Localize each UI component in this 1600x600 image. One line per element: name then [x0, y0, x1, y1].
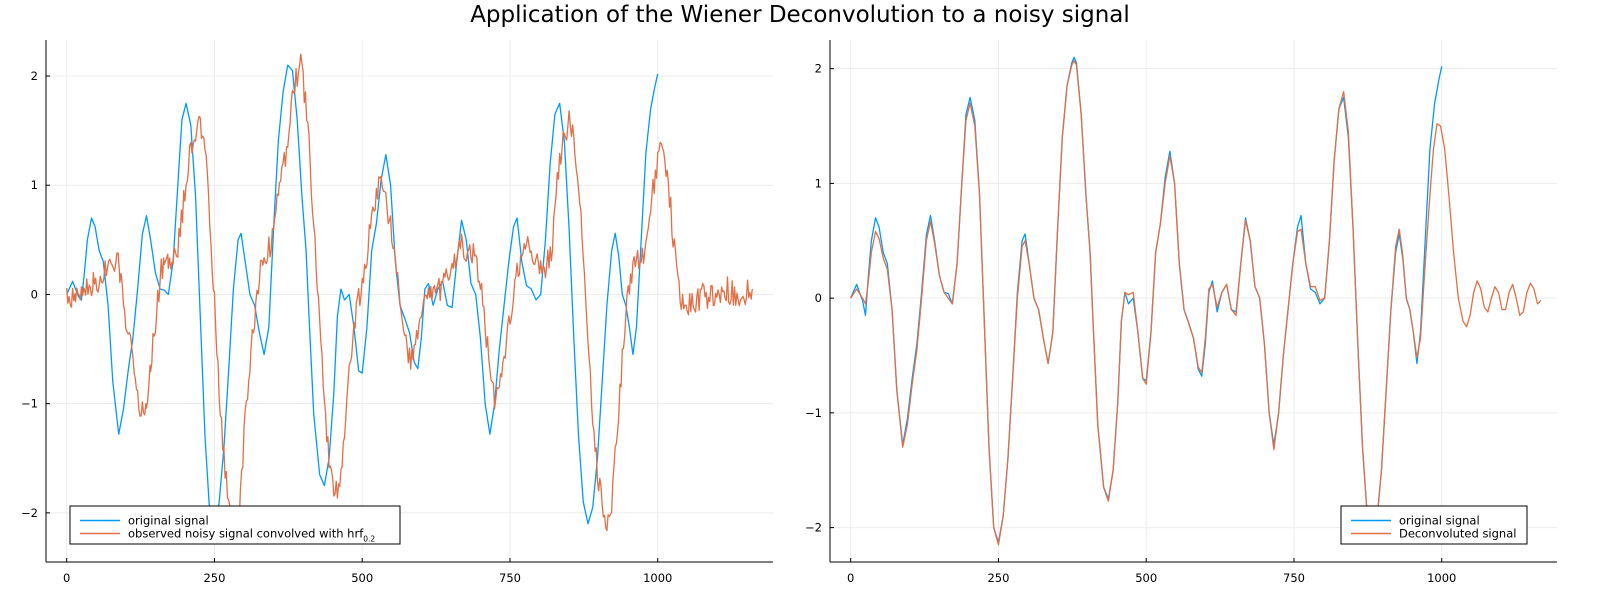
- series-line-1: [66, 53, 753, 540]
- right-subplot: 0 250 500 750 1000 −2 −1 0 1 2 original signalDeco…: [805, 40, 1557, 585]
- y-tick-label: 2: [815, 62, 822, 76]
- legend-box: [69, 505, 401, 545]
- y-tick-label: −1: [21, 397, 38, 411]
- x-tick-label: 500: [351, 571, 373, 585]
- x-tick-label: 750: [1283, 571, 1305, 585]
- y-tick-label: 1: [31, 178, 38, 192]
- figure-title: Application of the Wiener Deconvolution …: [470, 2, 1130, 28]
- legend-label: original signal: [1399, 514, 1480, 528]
- y-tick-label: 2: [31, 69, 38, 83]
- legend-box: [1340, 505, 1528, 545]
- left-subplot: 0 250 500 750 1000 −2 −1 0 1 2 original signalobse…: [21, 40, 773, 585]
- legend-label-subscript: 0.2: [363, 535, 375, 544]
- y-tick-label: −1: [805, 406, 822, 420]
- y-tick-label: −2: [21, 506, 38, 520]
- y-tick-label: 1: [815, 176, 822, 190]
- x-tick-label: 250: [987, 571, 1009, 585]
- x-tick-label: 750: [499, 571, 521, 585]
- x-tick-label: 1000: [1427, 571, 1456, 585]
- legend-label: original signal: [128, 514, 209, 528]
- x-tick-label: 0: [63, 571, 70, 585]
- series-line-0: [66, 64, 659, 536]
- y-tick-label: 0: [815, 291, 822, 305]
- x-tick-label: 500: [1135, 571, 1157, 585]
- y-tick-label: −2: [805, 521, 822, 535]
- y-tick-label: 0: [31, 287, 38, 301]
- x-tick-label: 250: [203, 571, 225, 585]
- legend-label: Deconvoluted signal: [1399, 527, 1516, 541]
- legend-label: observed noisy signal convolved with hrf…: [128, 527, 375, 544]
- x-tick-label: 0: [847, 571, 854, 585]
- series-line-0: [850, 56, 1443, 544]
- series-line-1: [850, 60, 1542, 546]
- x-tick-label: 1000: [643, 571, 672, 585]
